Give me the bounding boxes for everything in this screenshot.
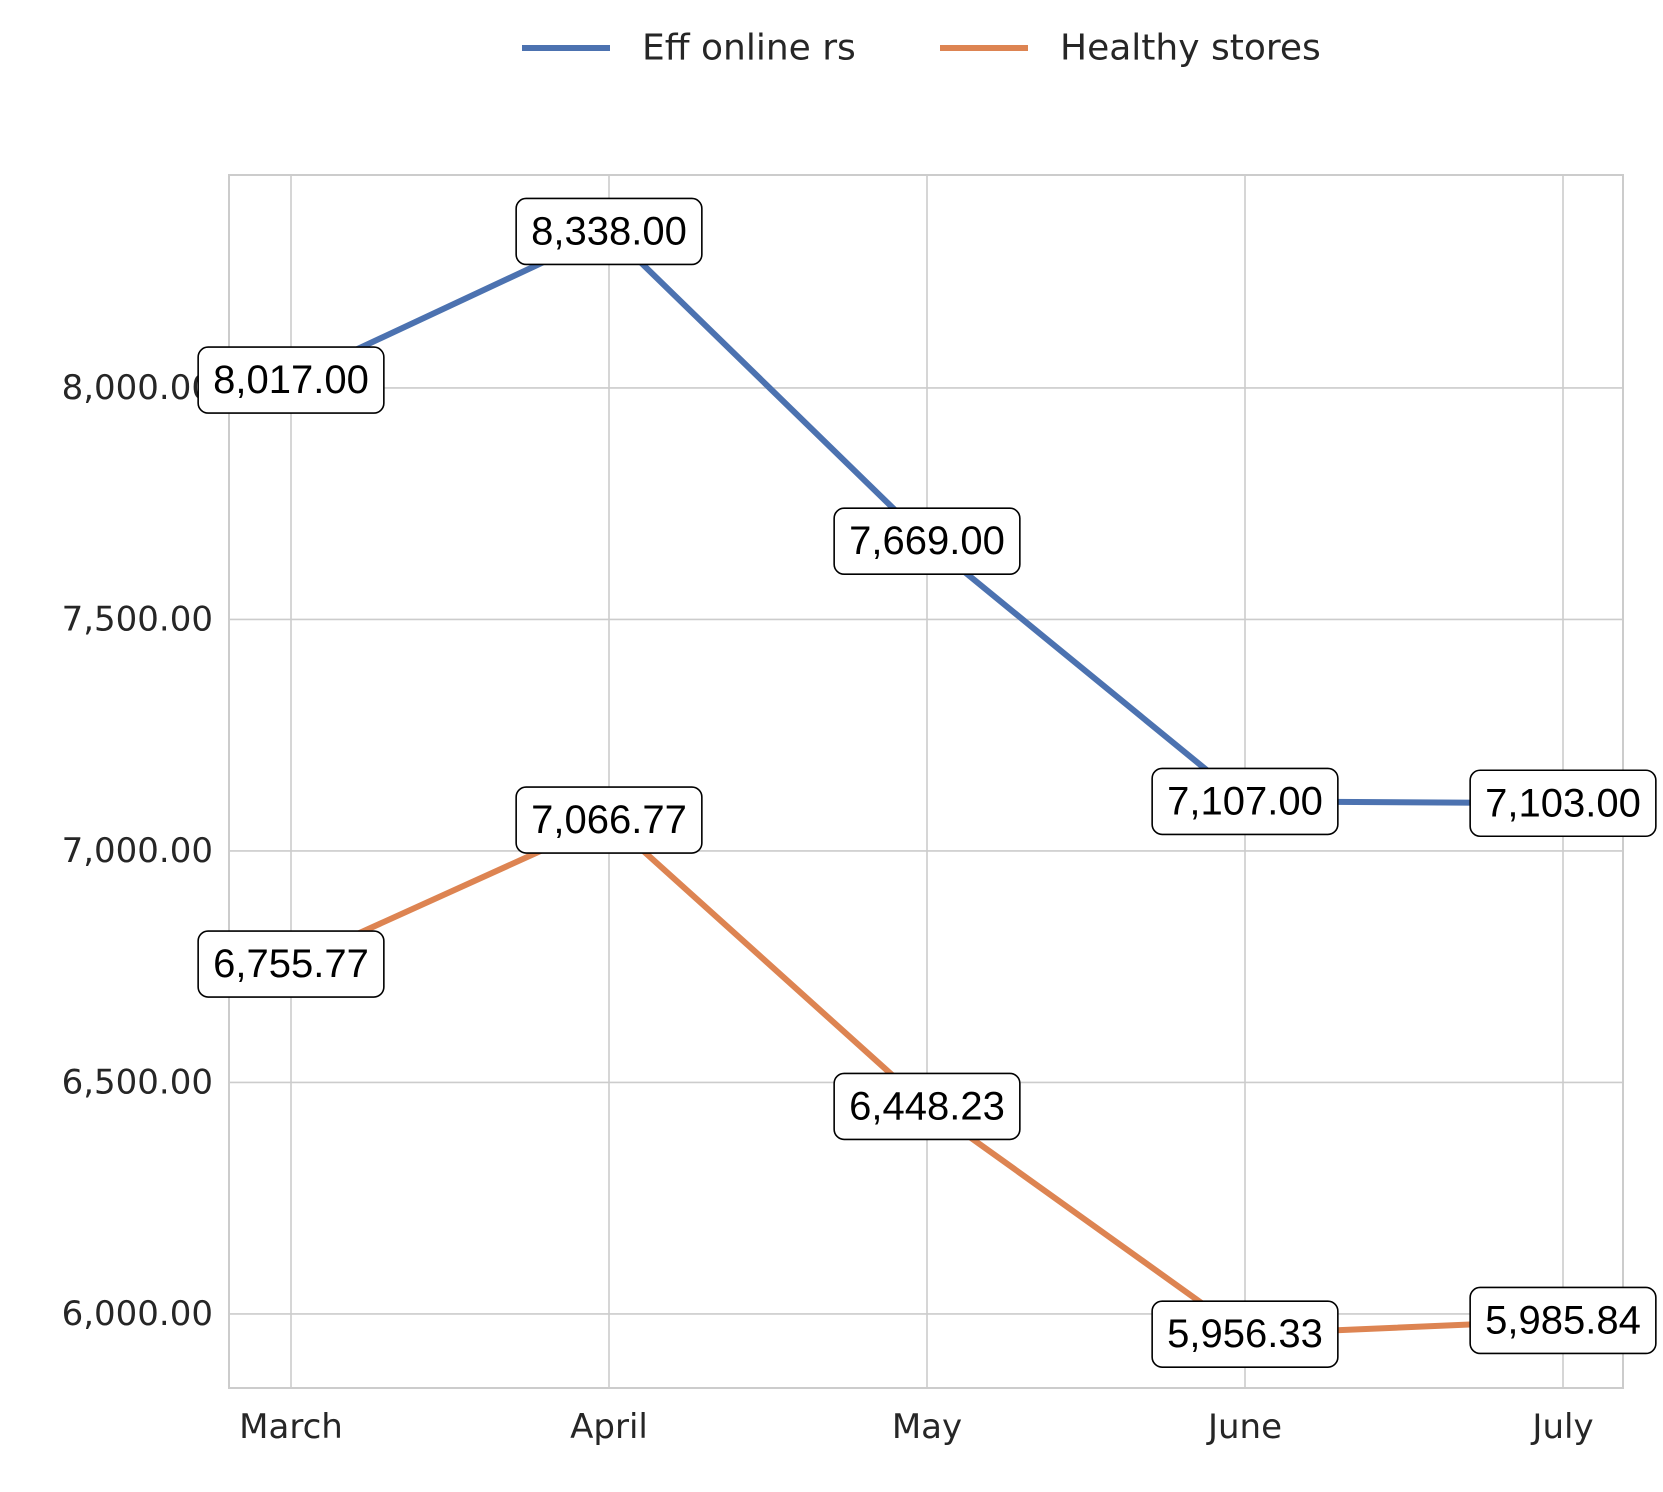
data-label: 7,103.00 [1469, 769, 1657, 838]
data-label: 7,669.00 [833, 507, 1021, 576]
y-axis-tick-labels: 6,000.00 6,500.00 7,000.00 7,500.00 8,000.00 [62, 368, 213, 1334]
data-label-box [1469, 1286, 1657, 1355]
data-label-box [515, 197, 703, 266]
x-tick-label: May [892, 1407, 962, 1447]
data-label-text: 7,107.00 [1167, 779, 1323, 823]
data-label-box [197, 346, 385, 414]
data-label-text: 8,017.00 [213, 358, 369, 402]
data-label: 8,338.00 [515, 197, 703, 266]
y-tick-label: 7,000.00 [62, 831, 213, 871]
data-label-text: 7,066.77 [531, 798, 687, 842]
x-tick-label: March [239, 1407, 343, 1447]
data-label: 7,107.00 [1151, 767, 1339, 836]
legend-label: Healthy stores [1060, 28, 1321, 69]
data-label-text: 8,338.00 [531, 209, 687, 253]
data-label: 6,448.23 [833, 1072, 1021, 1141]
data-label: 5,985.84 [1469, 1286, 1657, 1355]
data-label-text: 6,448.23 [849, 1084, 1005, 1128]
legend-item: Healthy stores [940, 28, 1321, 69]
x-tick-label: June [1206, 1407, 1282, 1447]
legend: Eff online rs Healthy stores [522, 28, 1321, 69]
data-label-box [197, 930, 385, 998]
x-tick-label: April [570, 1407, 648, 1447]
data-label: 8,017.00 [197, 346, 385, 414]
x-tick-label: July [1530, 1407, 1593, 1447]
data-label-box [515, 786, 703, 854]
data-label-box [833, 507, 1021, 576]
y-tick-label: 6,000.00 [62, 1294, 213, 1334]
data-labels: 8,017.00 8,338.00 7,669.00 7,107.00 7,103.00… [197, 197, 1657, 1368]
data-label-box [1151, 1300, 1339, 1368]
data-label-text: 6,755.77 [213, 942, 369, 986]
data-label: 6,755.77 [197, 930, 385, 998]
data-label: 7,066.77 [515, 786, 703, 854]
data-label-box [1469, 769, 1657, 838]
data-label-box [833, 1072, 1021, 1141]
data-label-text: 7,103.00 [1485, 781, 1641, 825]
legend-item: Eff online rs [522, 28, 856, 69]
x-axis-tick-labels: March April May June July [239, 1407, 1593, 1447]
legend-label: Eff online rs [642, 28, 856, 69]
y-tick-label: 6,500.00 [62, 1062, 213, 1102]
data-label-box [1151, 767, 1339, 836]
data-label-text: 7,669.00 [849, 519, 1005, 563]
data-label: 5,956.33 [1151, 1300, 1339, 1368]
data-label-text: 5,956.33 [1167, 1312, 1323, 1356]
y-tick-label: 8,000.00 [62, 368, 213, 408]
y-tick-label: 7,500.00 [62, 599, 213, 639]
data-label-text: 5,985.84 [1485, 1298, 1641, 1342]
